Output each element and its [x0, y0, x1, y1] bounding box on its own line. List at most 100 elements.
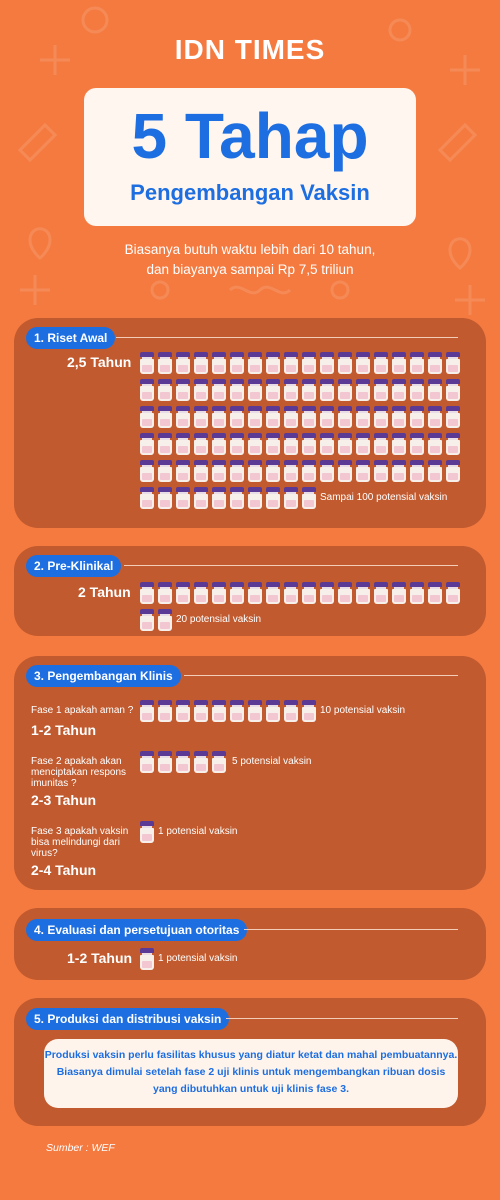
vaccine-vial-icon [194, 352, 208, 374]
vaccine-vial-icon [284, 379, 298, 401]
vaccine-vial-icon [284, 460, 298, 482]
vaccine-vial-icon [158, 751, 172, 773]
vaccine-vial-icon [356, 379, 370, 401]
vaccine-vial-icon [266, 460, 280, 482]
vaccine-vial-icon [176, 700, 190, 722]
vaccine-vial-icon [392, 460, 406, 482]
vaccine-vial-icon [338, 352, 352, 374]
vaccine-vial-icon [194, 582, 208, 604]
vaccine-vial-icon [194, 433, 208, 455]
vaccine-vial-icon [140, 433, 154, 455]
divider [184, 675, 458, 676]
vaccine-vial-icon [338, 582, 352, 604]
vaccine-vial-icon [284, 433, 298, 455]
vaccine-vial-icon [302, 433, 316, 455]
vaccine-vial-icon [410, 460, 424, 482]
vaccine-vial-icon [248, 352, 262, 374]
brand-logo: IDN TIMES [174, 34, 326, 65]
vaccine-vial-icon [194, 700, 208, 722]
vaccine-vial-icon [284, 700, 298, 722]
divider [244, 929, 458, 930]
vaccine-vial-icon [230, 582, 244, 604]
vaccine-vial-icon [158, 406, 172, 428]
vaccine-vial-icon [392, 582, 406, 604]
vaccine-vial-icon [266, 406, 280, 428]
vaccine-vial-icon [338, 406, 352, 428]
vaccine-vial-icon [374, 379, 388, 401]
vaccine-vial-icon [212, 487, 226, 509]
vaccine-vial-icon [428, 379, 442, 401]
vaccine-vial-icon [230, 460, 244, 482]
vaccine-vial-icon [212, 406, 226, 428]
stage-1-panel: 1. Riset Awal 2,5 Tahun Sampai 100 poten… [14, 318, 486, 528]
vaccine-vial-icon [446, 582, 460, 604]
vaccine-vial-icon [266, 379, 280, 401]
vaccine-vial-icon [392, 433, 406, 455]
vaccine-vial-icon [428, 582, 442, 604]
vaccine-vial-icon [140, 821, 154, 843]
vaccine-vial-icon [140, 582, 154, 604]
vaccine-vial-icon [194, 406, 208, 428]
vaccine-vial-icon [266, 700, 280, 722]
vaccine-vial-icon [410, 352, 424, 374]
vaccine-vial-icon [248, 582, 262, 604]
vaccine-vial-icon [410, 406, 424, 428]
vaccine-vial-icon [248, 700, 262, 722]
vaccine-vial-icon [140, 460, 154, 482]
vaccine-vial-icon [266, 582, 280, 604]
vaccine-vial-icon [230, 433, 244, 455]
vaccine-vial-icon [446, 379, 460, 401]
vaccine-vial-icon [212, 582, 226, 604]
vaccine-vial-icon [212, 352, 226, 374]
vaccine-vial-icon [158, 487, 172, 509]
vaccine-vial-icon [248, 460, 262, 482]
vaccine-vial-icon [266, 433, 280, 455]
vaccine-vial-icon [176, 406, 190, 428]
vaccine-vial-icon [140, 406, 154, 428]
phase-1-question: Fase 1 apakah aman ? [31, 705, 134, 716]
vaccine-vial-icon [140, 700, 154, 722]
vaccine-vial-icon [446, 352, 460, 374]
phase-3-duration: 2-4 Tahun [31, 862, 97, 878]
phase-2-question: Fase 2 apakah akan menciptakan respons i… [31, 756, 127, 789]
vaccine-vial-icon [302, 700, 316, 722]
vaccine-vial-icon [158, 460, 172, 482]
vaccine-vial-icon [410, 582, 424, 604]
vaccine-vial-icon [302, 352, 316, 374]
vaccine-vial-icon [374, 352, 388, 374]
vaccine-vial-icon [194, 751, 208, 773]
vaccine-vial-icon [176, 352, 190, 374]
vaccine-vial-icon [158, 433, 172, 455]
stage-1-note: Sampai 100 potensial vaksin [320, 492, 448, 503]
vaccine-vial-icon [158, 609, 172, 631]
vaccine-vial-icon [338, 460, 352, 482]
vaccine-vial-icon [158, 700, 172, 722]
vaccine-vial-icon [176, 379, 190, 401]
vaccine-vial-icon [266, 487, 280, 509]
vaccine-vial-icon [212, 460, 226, 482]
vaccine-vial-icon [374, 582, 388, 604]
vaccine-vial-icon [230, 406, 244, 428]
vaccine-vial-icon [140, 751, 154, 773]
stage-1-duration: 2,5 Tahun [67, 354, 132, 370]
vaccine-vial-icon [176, 487, 190, 509]
vaccine-vial-icon [230, 379, 244, 401]
vaccine-vial-icon [248, 487, 262, 509]
stage-5-label: 5. Produksi dan distribusi vaksin [26, 1008, 230, 1030]
vaccine-vial-icon [446, 433, 460, 455]
vaccine-vial-icon [356, 460, 370, 482]
vaccine-vial-icon [302, 582, 316, 604]
vaccine-vial-icon [248, 379, 262, 401]
stage-4-panel: 4. Evaluasi dan persetujuan otoritas 1-2… [14, 908, 486, 980]
vaccine-vial-icon [176, 582, 190, 604]
vaccine-vial-icon [320, 379, 334, 401]
vaccine-vial-icon [302, 406, 316, 428]
vaccine-vial-icon [428, 433, 442, 455]
phase-2-note: 5 potensial vaksin [232, 756, 312, 767]
stage-2-duration: 2 Tahun [78, 584, 131, 600]
vaccine-vial-icon [230, 700, 244, 722]
vaccine-vial-icon [410, 379, 424, 401]
vaccine-vial-icon [338, 433, 352, 455]
stage-1-label: 1. Riset Awal [26, 327, 116, 349]
stage-4-label: 4. Evaluasi dan persetujuan otoritas [26, 919, 248, 941]
